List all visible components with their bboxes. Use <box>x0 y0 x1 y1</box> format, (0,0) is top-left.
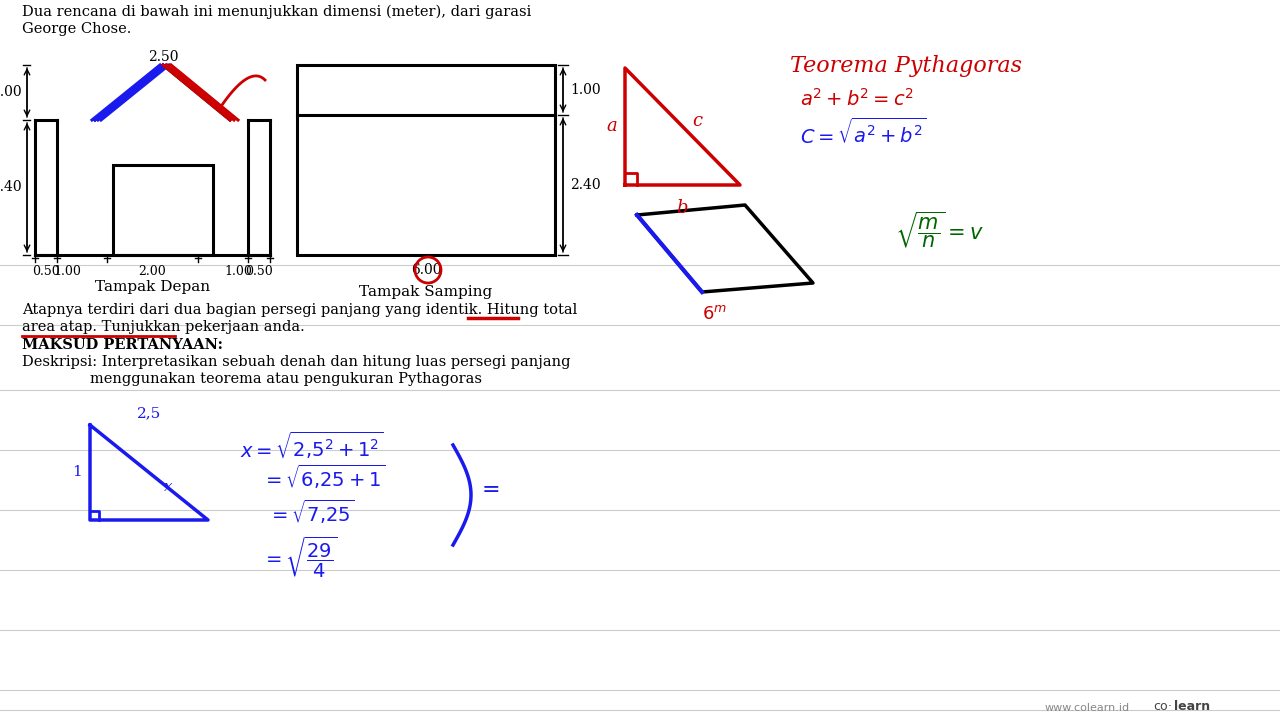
Text: 0.50: 0.50 <box>246 265 273 278</box>
Text: =: = <box>483 479 500 501</box>
Text: 1.00: 1.00 <box>52 265 81 278</box>
Text: $= \sqrt{7{,}25}$: $= \sqrt{7{,}25}$ <box>268 498 355 526</box>
Text: 1.00: 1.00 <box>570 83 600 97</box>
Text: Dua rencana di bawah ini menunjukkan dimensi (meter), dari garasi: Dua rencana di bawah ini menunjukkan dim… <box>22 5 531 19</box>
Text: 2,5: 2,5 <box>137 406 161 420</box>
Bar <box>365 135 460 218</box>
Text: area atap. Tunjukkan pekerjaan anda.: area atap. Tunjukkan pekerjaan anda. <box>22 320 305 334</box>
Bar <box>113 165 212 255</box>
Text: $= \sqrt{\dfrac{29}{4}}$: $= \sqrt{\dfrac{29}{4}}$ <box>262 535 338 580</box>
Text: $= \sqrt{6{,}25 + 1}$: $= \sqrt{6{,}25 + 1}$ <box>262 463 385 491</box>
Text: co: co <box>1153 700 1167 713</box>
Text: $6^{m}$: $6^{m}$ <box>703 305 727 323</box>
Text: 2.40: 2.40 <box>0 180 22 194</box>
Text: Tampak Samping: Tampak Samping <box>360 285 493 299</box>
Bar <box>297 65 556 255</box>
Text: Teorema Pythagoras: Teorema Pythagoras <box>790 55 1021 77</box>
Text: x: x <box>164 480 173 494</box>
Text: Tampak Depan: Tampak Depan <box>95 280 210 294</box>
Text: 1: 1 <box>72 465 82 479</box>
Text: ·: · <box>1169 700 1172 713</box>
Text: menggunakan teorema atau pengukuran Pythagoras: menggunakan teorema atau pengukuran Pyth… <box>90 372 483 386</box>
Text: 1.00: 1.00 <box>0 85 22 99</box>
Text: Atapnya terdiri dari dua bagian persegi panjang yang identik. Hitung total: Atapnya terdiri dari dua bagian persegi … <box>22 303 577 317</box>
Text: 0.50: 0.50 <box>32 265 60 278</box>
Text: 1.00: 1.00 <box>224 265 252 278</box>
Text: MAKSUD PERTANYAAN:: MAKSUD PERTANYAAN: <box>22 338 223 352</box>
Text: $x = \sqrt{2{,}5^2 + 1^2}$: $x = \sqrt{2{,}5^2 + 1^2}$ <box>241 430 384 462</box>
Text: $\sqrt{\dfrac{m}{n}} = v$: $\sqrt{\dfrac{m}{n}} = v$ <box>895 210 984 251</box>
Text: b: b <box>676 199 687 217</box>
Text: 2.00: 2.00 <box>138 265 166 278</box>
Text: a: a <box>607 117 617 135</box>
Text: 2.50: 2.50 <box>147 50 178 64</box>
Text: Deskripsi: Interpretasikan sebuah denah dan hitung luas persegi panjang: Deskripsi: Interpretasikan sebuah denah … <box>22 355 571 369</box>
Text: www.colearn.id: www.colearn.id <box>1044 703 1130 713</box>
Text: 2.40: 2.40 <box>570 178 600 192</box>
Text: c: c <box>692 112 703 130</box>
Text: learn: learn <box>1174 700 1210 713</box>
Text: $a^2 + b^2 = c^2$: $a^2 + b^2 = c^2$ <box>800 88 914 110</box>
Text: 6.00: 6.00 <box>411 263 442 277</box>
Text: $C = \sqrt{a^2+b^2}$: $C = \sqrt{a^2+b^2}$ <box>800 118 927 148</box>
Text: George Chose.: George Chose. <box>22 22 132 36</box>
